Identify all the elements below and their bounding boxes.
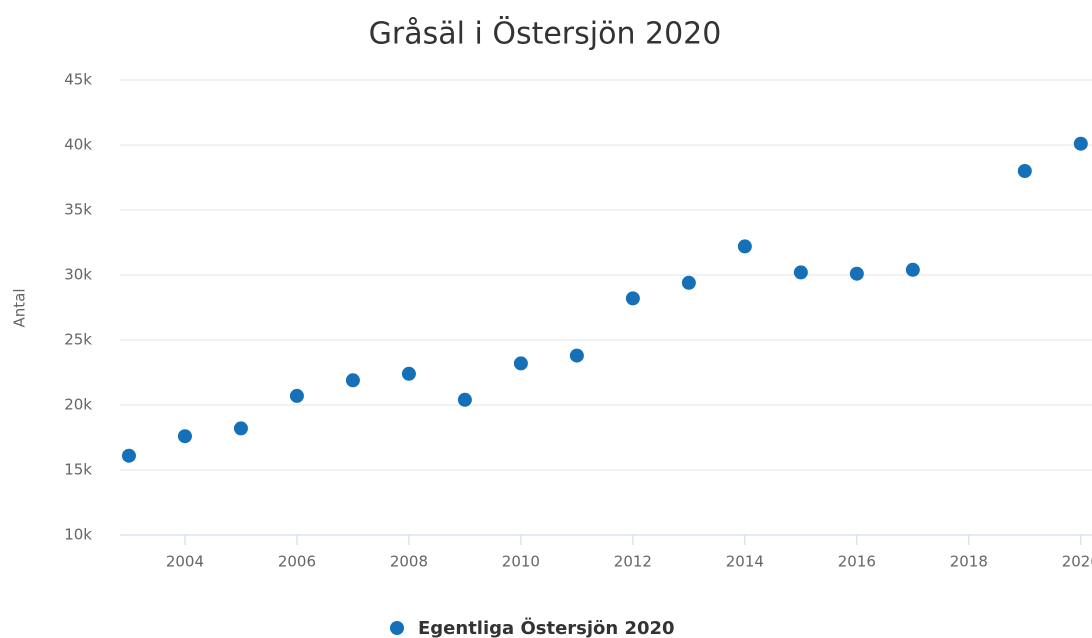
point (513, 356, 528, 371)
point (905, 262, 920, 277)
x-tick-label: 2010 (502, 553, 540, 571)
y-tick-label: 15k (64, 461, 92, 479)
point (1017, 164, 1032, 178)
point (457, 392, 472, 407)
legend-marker (390, 621, 404, 635)
x-tick-label: 2008 (390, 553, 428, 571)
chart-title: Gråsäl i Östersjön 2020 (369, 16, 722, 52)
point (289, 388, 304, 403)
y-tick-label: 20k (64, 396, 92, 414)
y-tick-label: 35k (64, 201, 92, 219)
y-tick-label: 45k (64, 71, 92, 89)
point (233, 421, 248, 436)
x-tick-label: 2020 (1062, 553, 1092, 571)
y-tick-label: 10k (64, 526, 92, 544)
x-tick-label: 2006 (278, 553, 316, 571)
y-axis-label: Antal (11, 288, 29, 327)
y-tick-label: 30k (64, 266, 92, 284)
point (121, 448, 136, 463)
point (681, 275, 696, 290)
point (401, 366, 416, 381)
y-tick-label: 40k (64, 136, 92, 154)
point (849, 266, 864, 281)
x-tick-label: 2016 (838, 553, 876, 571)
x-tick-label: 2012 (614, 553, 652, 571)
x-tick-label: 2004 (166, 553, 204, 571)
point (345, 373, 360, 388)
point (1073, 136, 1088, 151)
y-tick-label: 25k (64, 331, 92, 349)
x-tick-label: 2014 (726, 553, 764, 571)
legend-label: Egentliga Östersjön 2020 (418, 617, 675, 638)
point (625, 291, 640, 306)
point (793, 265, 808, 280)
point (177, 429, 192, 444)
point (569, 348, 584, 363)
x-tick-label: 2018 (950, 553, 988, 571)
point (737, 239, 752, 254)
